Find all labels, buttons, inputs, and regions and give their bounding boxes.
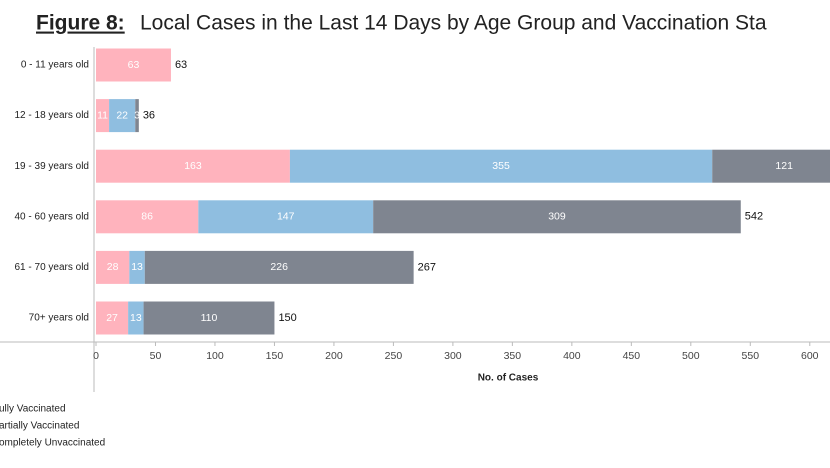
segment-label: 355 xyxy=(492,160,510,172)
total-label: 542 xyxy=(745,211,763,223)
segment-label: 13 xyxy=(131,261,143,273)
segment-label: 110 xyxy=(201,312,218,324)
total-label: 267 xyxy=(418,261,436,273)
x-tick-label: 450 xyxy=(623,350,641,362)
segment-label: 3 xyxy=(134,109,140,121)
bar-segment xyxy=(373,200,741,234)
total-label: 63 xyxy=(175,59,187,71)
chart-title: Local Cases in the Last 14 Days by Age G… xyxy=(140,12,767,35)
bar-segment xyxy=(96,99,110,133)
segment-label: 11 xyxy=(97,109,108,121)
segment-label: 86 xyxy=(141,211,153,223)
category-label: 12 - 18 years old xyxy=(15,110,90,121)
title-prefix: Figure 8: xyxy=(36,12,125,35)
bar-segment xyxy=(144,250,414,284)
x-tick-label: 500 xyxy=(682,350,700,362)
x-axis-title: No. of Cases xyxy=(478,373,539,384)
category-label: 70+ years old xyxy=(29,313,89,324)
segment-label: 163 xyxy=(184,160,202,172)
bar-segment xyxy=(135,99,139,133)
x-tick-label: 0 xyxy=(93,350,99,362)
segment-label: 309 xyxy=(548,211,566,223)
bar-segment xyxy=(289,149,713,183)
total-label: 150 xyxy=(278,312,296,324)
legend-label: ully Vaccinated xyxy=(0,404,66,415)
segment-label: 121 xyxy=(775,160,793,172)
category-label: 0 - 11 years old xyxy=(21,60,89,71)
x-tick-label: 400 xyxy=(563,350,581,362)
x-tick-label: 250 xyxy=(385,350,403,362)
bar-segment xyxy=(128,301,144,335)
x-tick-label: 150 xyxy=(266,350,284,362)
x-tick-label: 300 xyxy=(444,350,462,362)
category-label: 61 - 70 years old xyxy=(15,262,90,273)
x-tick-label: 600 xyxy=(801,350,819,362)
bar-segment xyxy=(143,301,275,335)
x-tick-label: 50 xyxy=(150,350,162,362)
total-label: 36 xyxy=(143,110,155,122)
category-label: 19 - 39 years old xyxy=(15,161,90,172)
bar-segment xyxy=(712,149,830,183)
category-label: 40 - 60 years old xyxy=(15,211,90,222)
bar-segment xyxy=(96,250,130,284)
legend-label: ompletely Unvaccinated xyxy=(0,438,105,449)
bar-segment xyxy=(96,200,199,234)
segment-label: 28 xyxy=(107,261,119,273)
bar-segment xyxy=(198,200,374,234)
x-tick-label: 550 xyxy=(742,350,760,362)
x-tick-label: 350 xyxy=(504,350,522,362)
bar-segment xyxy=(96,301,129,335)
x-tick-label: 100 xyxy=(206,350,224,362)
bar-segment xyxy=(96,48,171,82)
segment-label: 22 xyxy=(116,109,128,121)
segment-label: 27 xyxy=(106,312,118,324)
segment-label: 63 xyxy=(128,59,140,71)
segment-label: 147 xyxy=(277,211,295,223)
segment-label: 226 xyxy=(270,261,288,273)
bar-segment xyxy=(109,99,136,133)
segment-label: 13 xyxy=(130,312,142,324)
bar-segment xyxy=(96,149,290,183)
bar-segment xyxy=(129,250,145,284)
legend-label: artially Vaccinated xyxy=(0,421,79,432)
x-tick-label: 200 xyxy=(325,350,343,362)
